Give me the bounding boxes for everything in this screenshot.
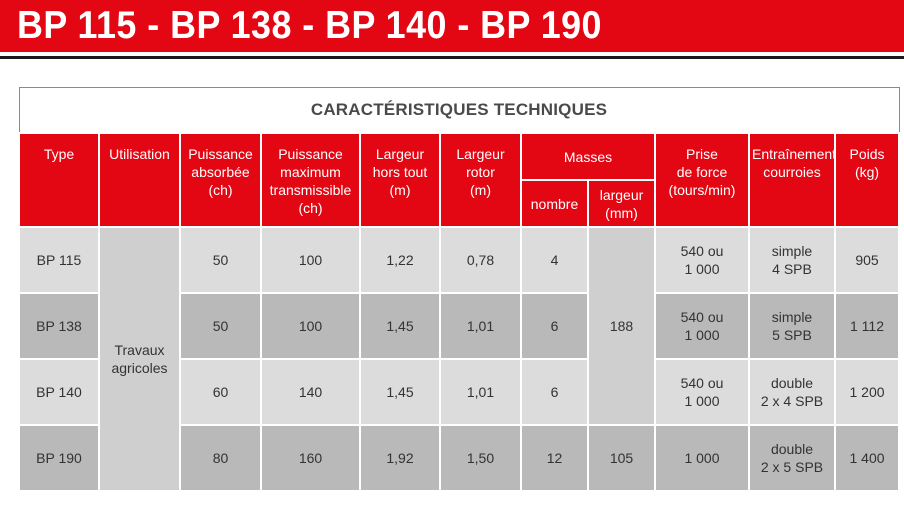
divider-rule [0,56,904,59]
cell-puissance-absorbee: 80 [179,424,262,492]
cell-masses-largeur: 105 [587,424,656,492]
cell-puissance-max: 140 [260,358,361,426]
table-row: BP 140 60 140 1,45 1,01 6 540 ou 1 000 do… [18,358,901,426]
cell-poids: 1 112 [833,292,901,360]
cell-puissance-absorbee: 50 [179,292,262,360]
header-entrainement: Entraînement courroies [748,132,836,228]
header-puissance-max: Puissance maximum transmissible (ch) [260,132,361,228]
header-puissance-absorbee: Puissance absorbée (ch) [179,132,262,228]
cell-type: BP 190 [18,424,100,492]
cell-entrainement: simple 4 SPB [748,226,836,294]
cell-masses-nombre: 12 [520,424,589,492]
cell-entrainement: simple 5 SPB [748,292,836,360]
cell-poids: 905 [833,226,901,294]
header-masses: Masses [520,132,656,181]
header-largeur-hors-tout: Largeur hors tout (m) [359,132,441,228]
table-row: BP 115 Travaux agricoles 50 100 1,22 0,78… [18,226,901,492]
cell-poids: 1 400 [833,424,901,492]
table-caption: CARACTÉRISTIQUES TECHNIQUES [18,87,900,134]
cell-largeur-rotor: 0,78 [439,226,522,294]
cell-type: BP 115 [18,226,100,294]
cell-masses-nombre: 6 [520,292,589,360]
header-poids: Poids (kg) [833,132,901,228]
cell-prise-de-force: 540 ou 1 000 [654,358,750,426]
cell-puissance-max: 100 [260,292,361,360]
cell-puissance-max: 100 [260,226,361,294]
cell-largeur-rotor: 1,01 [439,358,522,426]
cell-largeur-rotor: 1,01 [439,292,522,360]
cell-largeur-rotor: 1,50 [439,424,522,492]
cell-entrainement: double 2 x 4 SPB [748,358,836,426]
cell-prise-de-force: 540 ou 1 000 [654,226,750,294]
header-masses-largeur: largeur (mm) [587,179,656,228]
spec-table: CARACTÉRISTIQUES TECHNIQUES Type Utilisa… [18,87,901,492]
header-prise-de-force: Prise de force (tours/min) [654,132,750,228]
header-largeur-rotor: Largeur rotor (m) [439,132,522,228]
table-row: BP 190 80 160 1,92 1,50 12 105 1 000 dou… [18,424,901,492]
cell-entrainement: double 2 x 5 SPB [748,424,836,492]
cell-masses-largeur: 188 [587,226,656,426]
cell-utilisation: Travaux agricoles [98,226,181,492]
cell-puissance-max: 160 [260,424,361,492]
cell-largeur-hors-tout: 1,92 [359,424,441,492]
cell-prise-de-force: 540 ou 1 000 [654,292,750,360]
cell-prise-de-force: 1 000 [654,424,750,492]
cell-type: BP 140 [18,358,100,426]
cell-masses-nombre: 6 [520,358,589,426]
cell-poids: 1 200 [833,358,901,426]
cell-largeur-hors-tout: 1,22 [359,226,441,294]
cell-masses-nombre: 4 [520,226,589,294]
header-type: Type [18,132,100,228]
cell-type: BP 138 [18,292,100,360]
cell-largeur-hors-tout: 1,45 [359,358,441,426]
title-banner: BP 115 - BP 138 - BP 140 - BP 190 [0,0,904,52]
cell-largeur-hors-tout: 1,45 [359,292,441,360]
cell-puissance-absorbee: 60 [179,358,262,426]
header-masses-nombre: nombre [520,179,589,228]
page-title: BP 115 - BP 138 - BP 140 - BP 190 [17,4,602,47]
header-utilisation: Utilisation [98,132,181,228]
cell-puissance-absorbee: 50 [179,226,262,294]
table-row: BP 138 50 100 1,45 1,01 6 540 ou 1 000 si… [18,292,901,360]
